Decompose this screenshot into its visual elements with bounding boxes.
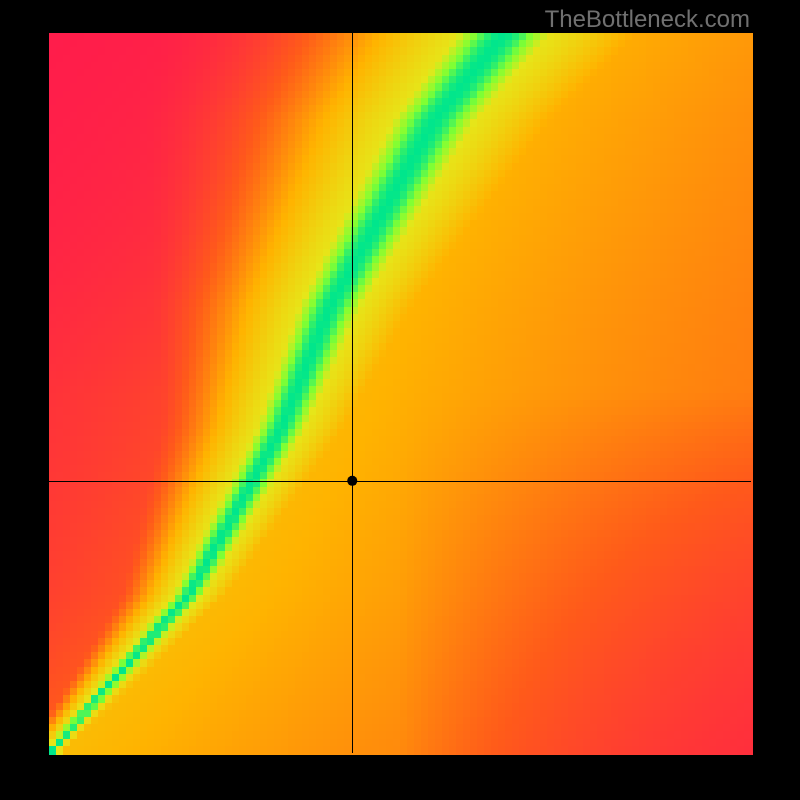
- watermark-text: TheBottleneck.com: [545, 6, 750, 34]
- chart-container: { "canvas": { "width": 800, "height": 80…: [0, 0, 800, 800]
- crosshair-overlay: [0, 0, 800, 800]
